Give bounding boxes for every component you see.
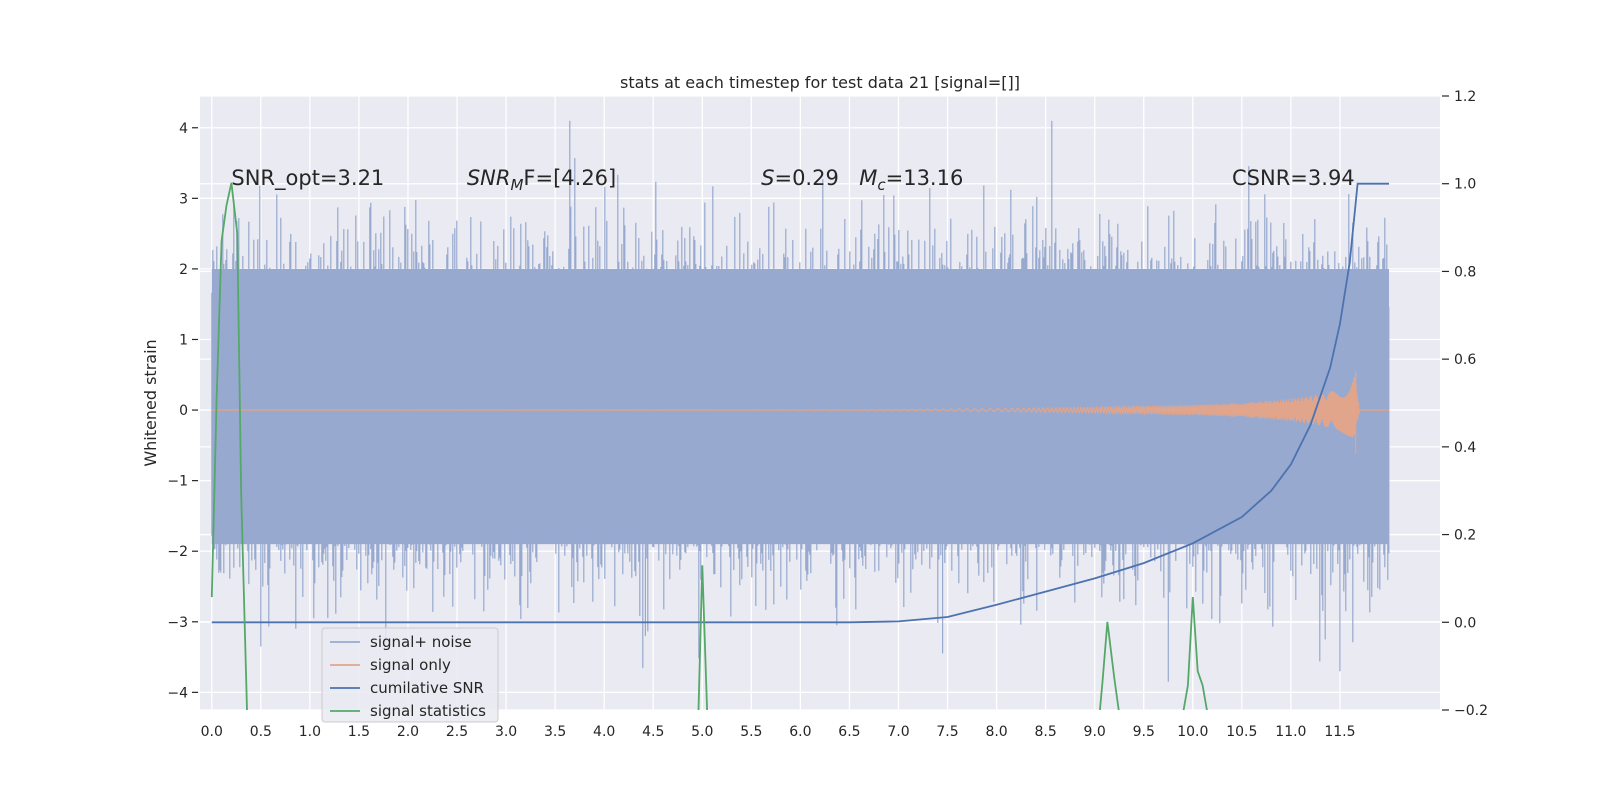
signal-statistics-line [210,182,248,710]
y-tick-label: −1 [167,474,188,490]
y-axis-label: Whitened strain [141,339,160,466]
x-tick-label: 10.5 [1226,724,1257,740]
x-tick-label: 9.5 [1133,724,1155,740]
x-axis-ticks: 0.0 0.5 1.0 1.5 2.0 2.5 3.0 3.5 4.0 4.5 5.0 5.5 6.0 6… [201,724,1356,740]
y2-tick-label: 0.2 [1454,528,1476,544]
x-tick-label: 4.5 [642,724,664,740]
snr-opt-annotation: SNR_opt=3.21 [231,166,384,191]
x-tick-label: 5.5 [740,724,762,740]
chart-title: stats at each timestep for test data 21 … [620,73,1020,92]
x-tick-label: 11.0 [1275,724,1306,740]
x-tick-label: 1.0 [299,724,321,740]
legend-label: cumilative SNR [370,679,484,697]
signal-only-line [211,376,1389,438]
y-tick-label: 0 [179,403,188,419]
y-tick-label: 2 [179,262,188,278]
legend: signal+ noise signal only cumilative SNR si… [321,627,499,723]
x-tick-label: 9.0 [1084,724,1106,740]
signal-only-series [211,371,1389,454]
y2-tick-label: 0.0 [1454,615,1476,631]
y-tick-label: 3 [179,191,188,207]
y2-axis-ticks: 1.2 1.0 0.8 0.6 0.4 0.2 0.0 −0.2 [1442,89,1488,719]
x-tick-label: 8.5 [1035,724,1057,740]
legend-label: signal only [370,656,451,674]
annotations: SNR_opt=3.21 SNRMF=[4.26] S=0.29 Mc=13.16 CS… [231,166,1354,194]
signal-statistics-series [210,182,1208,710]
x-tick-label: 0.0 [201,724,223,740]
x-tick-label: 8.0 [985,724,1007,740]
y-tick-label: 1 [179,332,188,348]
y2-tick-label: 1.0 [1454,177,1476,193]
y-tick-label: 4 [179,121,188,137]
x-tick-label: 0.5 [250,724,272,740]
y2-tick-label: 0.6 [1454,352,1476,368]
y2-tick-label: 0.8 [1454,264,1476,280]
x-tick-label: 3.5 [544,724,566,740]
x-tick-label: 2.5 [446,724,468,740]
legend-label: signal statistics [370,702,486,720]
x-tick-label: 11.5 [1324,724,1355,740]
csnr-annotation: CSNR=3.94 [1232,166,1355,190]
legend-label: signal+ noise [370,633,472,651]
x-tick-label: 7.0 [887,724,909,740]
x-tick-label: 4.0 [593,724,615,740]
s-annotation: S=0.29 [761,166,839,190]
x-tick-label: 7.5 [936,724,958,740]
y-tick-label: −4 [167,685,188,701]
snr-mf-annotation: SNRMF=[4.26] [467,166,616,194]
cumulative-snr-line [211,182,1389,624]
y2-tick-label: 1.2 [1454,89,1476,105]
signal-statistics-line [1099,621,1120,710]
y2-tick-label: −0.2 [1454,703,1488,719]
y-tick-label: −2 [167,544,188,560]
signal-statistics-line [697,565,708,710]
y2-tick-label: 0.4 [1454,440,1476,456]
x-tick-label: 6.5 [838,724,860,740]
x-tick-label: 3.0 [495,724,517,740]
x-tick-label: 2.0 [397,724,419,740]
y-tick-label: −3 [167,615,188,631]
x-tick-label: 5.0 [691,724,713,740]
x-tick-label: 1.5 [348,724,370,740]
legend-box [321,627,499,723]
mc-annotation: Mc=13.16 [859,166,963,194]
cumulative-snr-series [211,182,1389,624]
x-tick-label: 6.0 [789,724,811,740]
x-tick-label: 10.0 [1177,724,1208,740]
signal-statistics-line [1182,597,1208,710]
noise-trace [211,120,1390,682]
y-axis-ticks: 4 3 2 1 0 −1 −2 −3 −4 [167,121,198,701]
